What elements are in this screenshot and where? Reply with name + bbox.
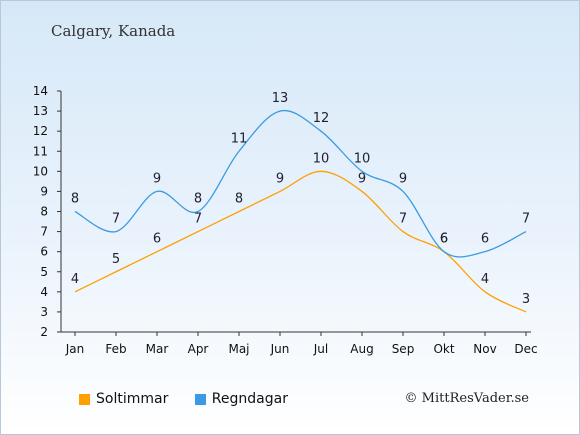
x-tick-label: Sep bbox=[392, 342, 415, 356]
y-tick-label: 10 bbox=[33, 164, 48, 178]
data-label-regndagar: 12 bbox=[313, 111, 330, 126]
x-tick-label: Feb bbox=[105, 342, 126, 356]
x-tick-label: Dec bbox=[514, 342, 537, 356]
data-label-regndagar: 8 bbox=[194, 192, 202, 207]
data-label-soltimmar: 9 bbox=[276, 171, 284, 186]
legend-swatch-regndagar bbox=[194, 393, 206, 405]
data-label-regndagar: 7 bbox=[522, 212, 530, 227]
data-label-soltimmar: 4 bbox=[71, 272, 79, 287]
series-line-regndagar bbox=[74, 109, 527, 258]
data-label-regndagar: 8 bbox=[71, 192, 79, 207]
data-label-regndagar: 13 bbox=[272, 91, 289, 106]
x-tick-label: Maj bbox=[228, 342, 249, 356]
data-label-regndagar: 6 bbox=[440, 232, 448, 247]
series-line-soltimmar bbox=[74, 170, 527, 313]
x-tick-label: Mar bbox=[146, 342, 169, 356]
y-tick-label: 7 bbox=[40, 225, 48, 239]
data-label-soltimmar: 7 bbox=[399, 212, 407, 227]
y-tick-label: 8 bbox=[40, 205, 48, 219]
data-label-soltimmar: 8 bbox=[235, 192, 243, 207]
y-tick-label: 3 bbox=[40, 305, 48, 319]
legend-label-regndagar: Regndagar bbox=[211, 391, 288, 407]
x-tick-label: Aug bbox=[350, 342, 373, 356]
x-tick-label: Okt bbox=[433, 342, 454, 356]
data-label-regndagar: 6 bbox=[481, 232, 489, 247]
y-tick-label: 14 bbox=[33, 84, 48, 98]
legend-item-regndagar: Regndagar bbox=[194, 391, 288, 407]
data-label-soltimmar: 9 bbox=[358, 171, 366, 186]
data-label-soltimmar: 7 bbox=[194, 212, 202, 227]
y-tick-label: 13 bbox=[33, 104, 48, 118]
y-tick-label: 5 bbox=[40, 265, 48, 279]
x-tick-label: Jun bbox=[270, 342, 290, 356]
y-tick-label: 2 bbox=[40, 325, 48, 339]
data-label-soltimmar: 3 bbox=[522, 292, 530, 307]
legend: Soltimmar Regndagar bbox=[79, 391, 310, 409]
line-chart: 2 3 4 5 6 7 8 9 10 11 12 13 14 Jan Feb Mar Apr Maj Jun Jul A… bbox=[33, 84, 538, 356]
x-tick-label: Nov bbox=[473, 342, 496, 356]
data-label-regndagar: 9 bbox=[153, 171, 161, 186]
y-tick-label: 11 bbox=[33, 144, 48, 158]
legend-label-soltimmar: Soltimmar bbox=[96, 391, 169, 407]
chart-title: Calgary, Kanada bbox=[51, 22, 176, 40]
data-label-soltimmar: 5 bbox=[112, 252, 120, 267]
y-tick-label: 12 bbox=[33, 124, 48, 138]
data-label-soltimmar: 4 bbox=[481, 272, 489, 287]
x-tick-label: Jul bbox=[313, 342, 328, 356]
data-label-regndagar: 11 bbox=[231, 131, 248, 146]
data-label-soltimmar: 6 bbox=[153, 232, 161, 247]
legend-swatch-soltimmar bbox=[79, 393, 90, 405]
y-tick-label: 9 bbox=[40, 184, 48, 198]
legend-item-soltimmar: Soltimmar bbox=[79, 391, 168, 407]
data-label-regndagar: 10 bbox=[354, 151, 371, 166]
data-label-regndagar: 7 bbox=[112, 212, 120, 227]
data-label-soltimmar: 6 bbox=[440, 232, 448, 247]
copyright-text: © MittResVader.se bbox=[404, 391, 529, 406]
x-tick-label: Apr bbox=[188, 342, 209, 356]
y-tick-label: 4 bbox=[40, 285, 48, 299]
data-label-regndagar: 9 bbox=[399, 171, 407, 186]
x-tick-label: Jan bbox=[65, 342, 85, 356]
data-label-soltimmar: 10 bbox=[313, 151, 330, 166]
y-tick-label: 6 bbox=[40, 245, 48, 259]
